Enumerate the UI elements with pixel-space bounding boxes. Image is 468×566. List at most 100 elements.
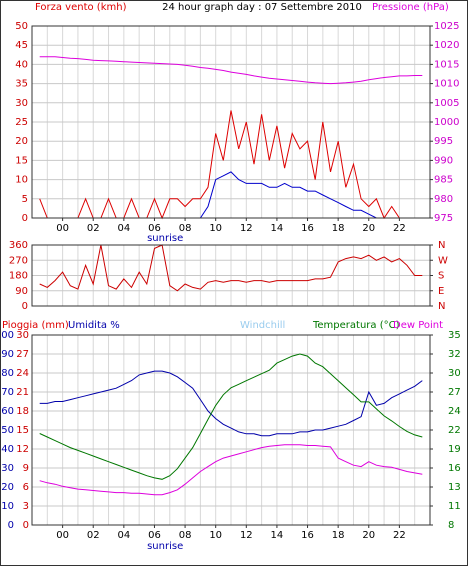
y2-tick-label: 1025 bbox=[434, 21, 459, 32]
y-tick-label: 90 bbox=[15, 286, 28, 297]
y-tick-label: 100 bbox=[0, 330, 14, 341]
y2-tick-label: 1015 bbox=[434, 59, 459, 70]
legend-entry: Pressione (hPa) bbox=[372, 2, 449, 13]
y-tick-label: 180 bbox=[9, 271, 28, 282]
y2-tick-label: 1010 bbox=[434, 79, 459, 90]
plot-frame bbox=[31, 334, 431, 526]
x-tick-label: 20 bbox=[362, 223, 375, 234]
y2-tick-label: 16 bbox=[448, 463, 461, 474]
y-tick-label: 60 bbox=[1, 406, 14, 417]
series-line bbox=[39, 353, 423, 480]
y-tick-label: 50 bbox=[1, 425, 14, 436]
y2-tick-label: N bbox=[438, 301, 445, 312]
y3-tick-label: 21 bbox=[16, 387, 29, 398]
y-tick-label: 70 bbox=[1, 387, 14, 398]
x-tick-label: 20 bbox=[362, 530, 375, 541]
y2-tick-label: 975 bbox=[434, 213, 453, 224]
y2-tick-label: 32 bbox=[448, 349, 461, 360]
y3-tick-label: 0 bbox=[23, 520, 29, 531]
x-tick-label: 10 bbox=[209, 223, 222, 234]
x-tick-label: 06 bbox=[148, 530, 161, 541]
y3-tick-label: 18 bbox=[16, 406, 29, 417]
y2-tick-label: 30 bbox=[448, 368, 461, 379]
x-tick-label: 02 bbox=[87, 223, 100, 234]
y2-tick-label: E bbox=[438, 286, 444, 297]
x-tick-label: 18 bbox=[332, 530, 345, 541]
y-tick-label: 80 bbox=[1, 368, 14, 379]
x-tick-label: 14 bbox=[271, 530, 284, 541]
y3-tick-label: 30 bbox=[16, 330, 29, 341]
series-line bbox=[39, 370, 423, 437]
annotation: sunrise bbox=[147, 541, 183, 552]
y-tick-label: 40 bbox=[15, 59, 28, 70]
y-tick-label: 10 bbox=[15, 175, 28, 186]
series-line bbox=[39, 444, 423, 496]
x-tick-label: 22 bbox=[393, 530, 406, 541]
y-tick-label: 0 bbox=[22, 213, 28, 224]
x-tick-label: 06 bbox=[148, 223, 161, 234]
plot-frame bbox=[31, 25, 431, 219]
y2-tick-label: 980 bbox=[434, 194, 453, 205]
plot-frame bbox=[31, 244, 431, 307]
y-tick-label: 20 bbox=[15, 136, 28, 147]
y2-tick-label: 985 bbox=[434, 175, 453, 186]
y2-tick-label: 13 bbox=[448, 482, 461, 493]
x-tick-label: 16 bbox=[301, 530, 314, 541]
y-tick-label: 40 bbox=[1, 444, 14, 455]
y2-tick-label: 1005 bbox=[434, 98, 459, 109]
legend-entry: Umidita % bbox=[68, 320, 120, 331]
y-tick-label: 15 bbox=[15, 155, 28, 166]
y3-tick-label: 9 bbox=[23, 463, 29, 474]
y-tick-label: 270 bbox=[9, 255, 28, 266]
x-tick-label: 04 bbox=[117, 223, 130, 234]
y-tick-label: 35 bbox=[15, 79, 28, 90]
legend-entry: Dew Point bbox=[393, 320, 443, 331]
series-line bbox=[39, 244, 423, 292]
legend-entry: Temperatura (°C) bbox=[312, 320, 400, 331]
y3-tick-label: 24 bbox=[16, 368, 29, 379]
series-line bbox=[39, 56, 423, 85]
y2-tick-label: 22 bbox=[448, 425, 461, 436]
annotation: sunrise bbox=[147, 233, 183, 244]
y2-tick-label: W bbox=[438, 255, 448, 266]
y-tick-label: 25 bbox=[15, 117, 28, 128]
y2-tick-label: 1020 bbox=[434, 40, 459, 51]
y3-tick-label: 12 bbox=[16, 444, 29, 455]
y2-tick-label: 990 bbox=[434, 155, 453, 166]
y-tick-label: 20 bbox=[1, 482, 14, 493]
x-tick-label: 00 bbox=[56, 223, 69, 234]
y2-tick-label: 1000 bbox=[434, 117, 459, 128]
y-tick-label: 0 bbox=[22, 301, 28, 312]
y2-tick-label: N bbox=[438, 240, 445, 251]
y2-tick-label: 19 bbox=[448, 444, 461, 455]
y2-tick-label: 11 bbox=[448, 501, 461, 512]
y2-tick-label: 27 bbox=[448, 387, 461, 398]
y-tick-label: 360 bbox=[9, 240, 28, 251]
y2-tick-label: S bbox=[438, 271, 444, 282]
y2-tick-label: 24 bbox=[448, 406, 461, 417]
x-tick-label: 08 bbox=[179, 530, 192, 541]
y-tick-label: 30 bbox=[15, 98, 28, 109]
y3-tick-label: 15 bbox=[16, 425, 29, 436]
chart-title: 24 hour graph day : 07 Settembre 2010 bbox=[162, 2, 362, 13]
x-tick-label: 02 bbox=[87, 530, 100, 541]
x-tick-label: 12 bbox=[240, 223, 253, 234]
y3-tick-label: 27 bbox=[16, 349, 29, 360]
y3-tick-label: 3 bbox=[23, 501, 29, 512]
x-tick-label: 12 bbox=[240, 530, 253, 541]
windchill-label: Windchill bbox=[240, 320, 285, 331]
y-tick-label: 10 bbox=[1, 501, 14, 512]
y3-tick-label: 6 bbox=[23, 482, 29, 493]
legend-entry: Forza vento (kmh) bbox=[35, 2, 127, 13]
y-tick-label: 5 bbox=[22, 194, 28, 205]
x-tick-label: 00 bbox=[56, 530, 69, 541]
y2-tick-label: 995 bbox=[434, 136, 453, 147]
x-tick-label: 16 bbox=[301, 223, 314, 234]
x-tick-label: 04 bbox=[117, 530, 130, 541]
y-tick-label: 50 bbox=[15, 21, 28, 32]
y2-tick-label: 35 bbox=[448, 330, 461, 341]
legend-entry: Pioggia (mm) bbox=[2, 320, 69, 331]
y-tick-label: 30 bbox=[1, 463, 14, 474]
series-line bbox=[39, 110, 423, 220]
